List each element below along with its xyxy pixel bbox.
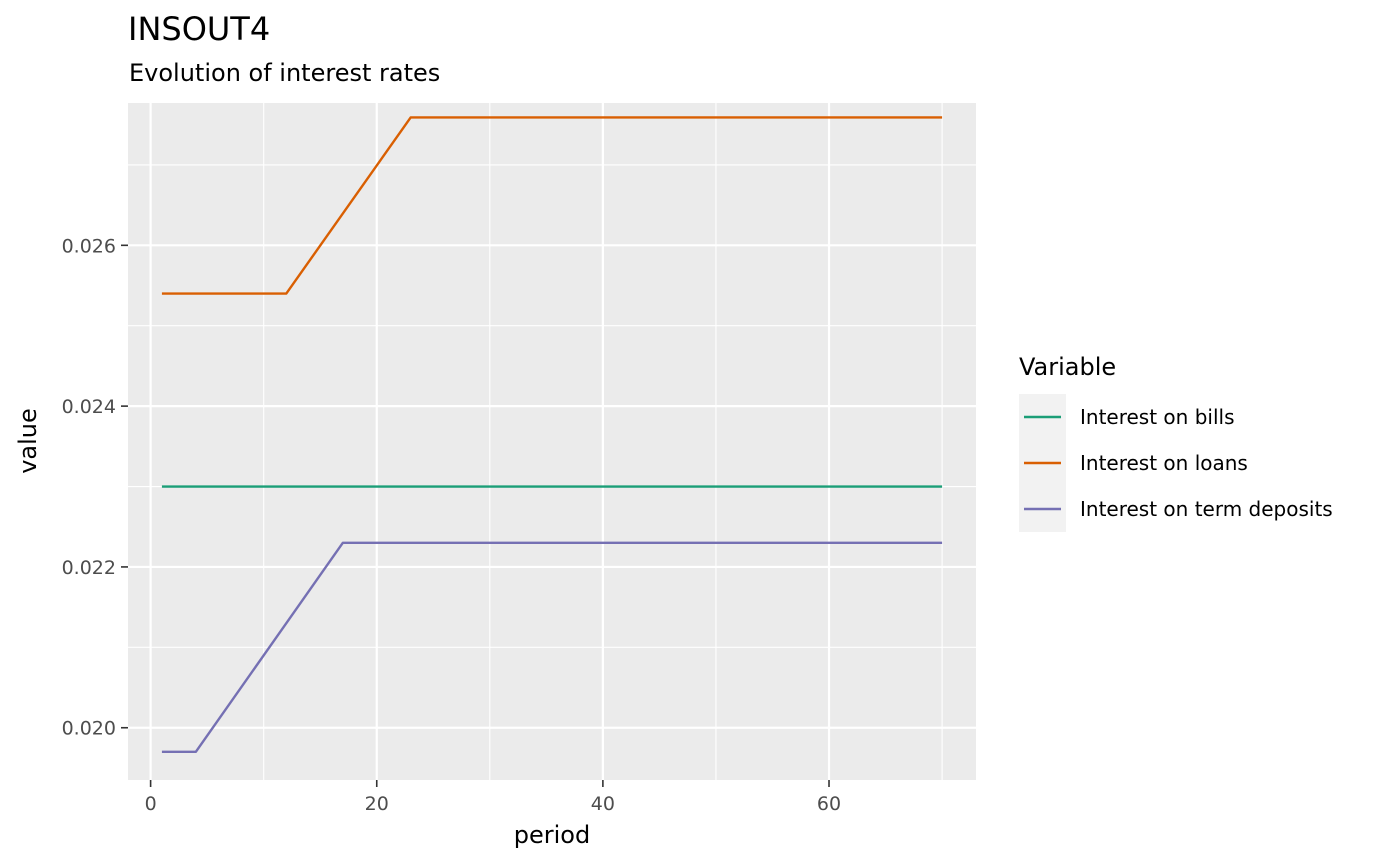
x-tick-label: 40 <box>591 793 615 815</box>
x-tick-label: 60 <box>817 793 841 815</box>
chart-subtitle: Evolution of interest rates <box>129 59 440 87</box>
plot-panel <box>128 103 976 780</box>
y-tick-label: 0.022 <box>62 557 116 579</box>
legend: Variable Interest on bills Interest on lo… <box>1019 353 1333 532</box>
major-gridlines <box>128 103 976 780</box>
legend-label-3: Interest on term deposits <box>1080 497 1333 521</box>
legend-label-2: Interest on loans <box>1080 451 1248 475</box>
x-tick-label: 0 <box>145 793 157 815</box>
legend-label-1: Interest on bills <box>1080 405 1234 429</box>
x-axis: 0 20 40 60 <box>145 780 841 815</box>
y-axis: 0.020 0.022 0.024 0.026 <box>62 235 128 740</box>
series-line-3 <box>161 541 943 754</box>
series-line-2 <box>161 116 943 295</box>
y-tick-label: 0.020 <box>62 718 116 740</box>
x-tick-label: 20 <box>365 793 389 815</box>
x-axis-title: period <box>514 821 590 849</box>
chart-title: INSOUT4 <box>128 10 270 48</box>
y-tick-label: 0.026 <box>62 235 116 257</box>
legend-title: Variable <box>1019 353 1116 381</box>
y-axis-title: value <box>14 408 42 474</box>
y-tick-label: 0.024 <box>62 396 116 418</box>
series-lines <box>161 116 943 754</box>
